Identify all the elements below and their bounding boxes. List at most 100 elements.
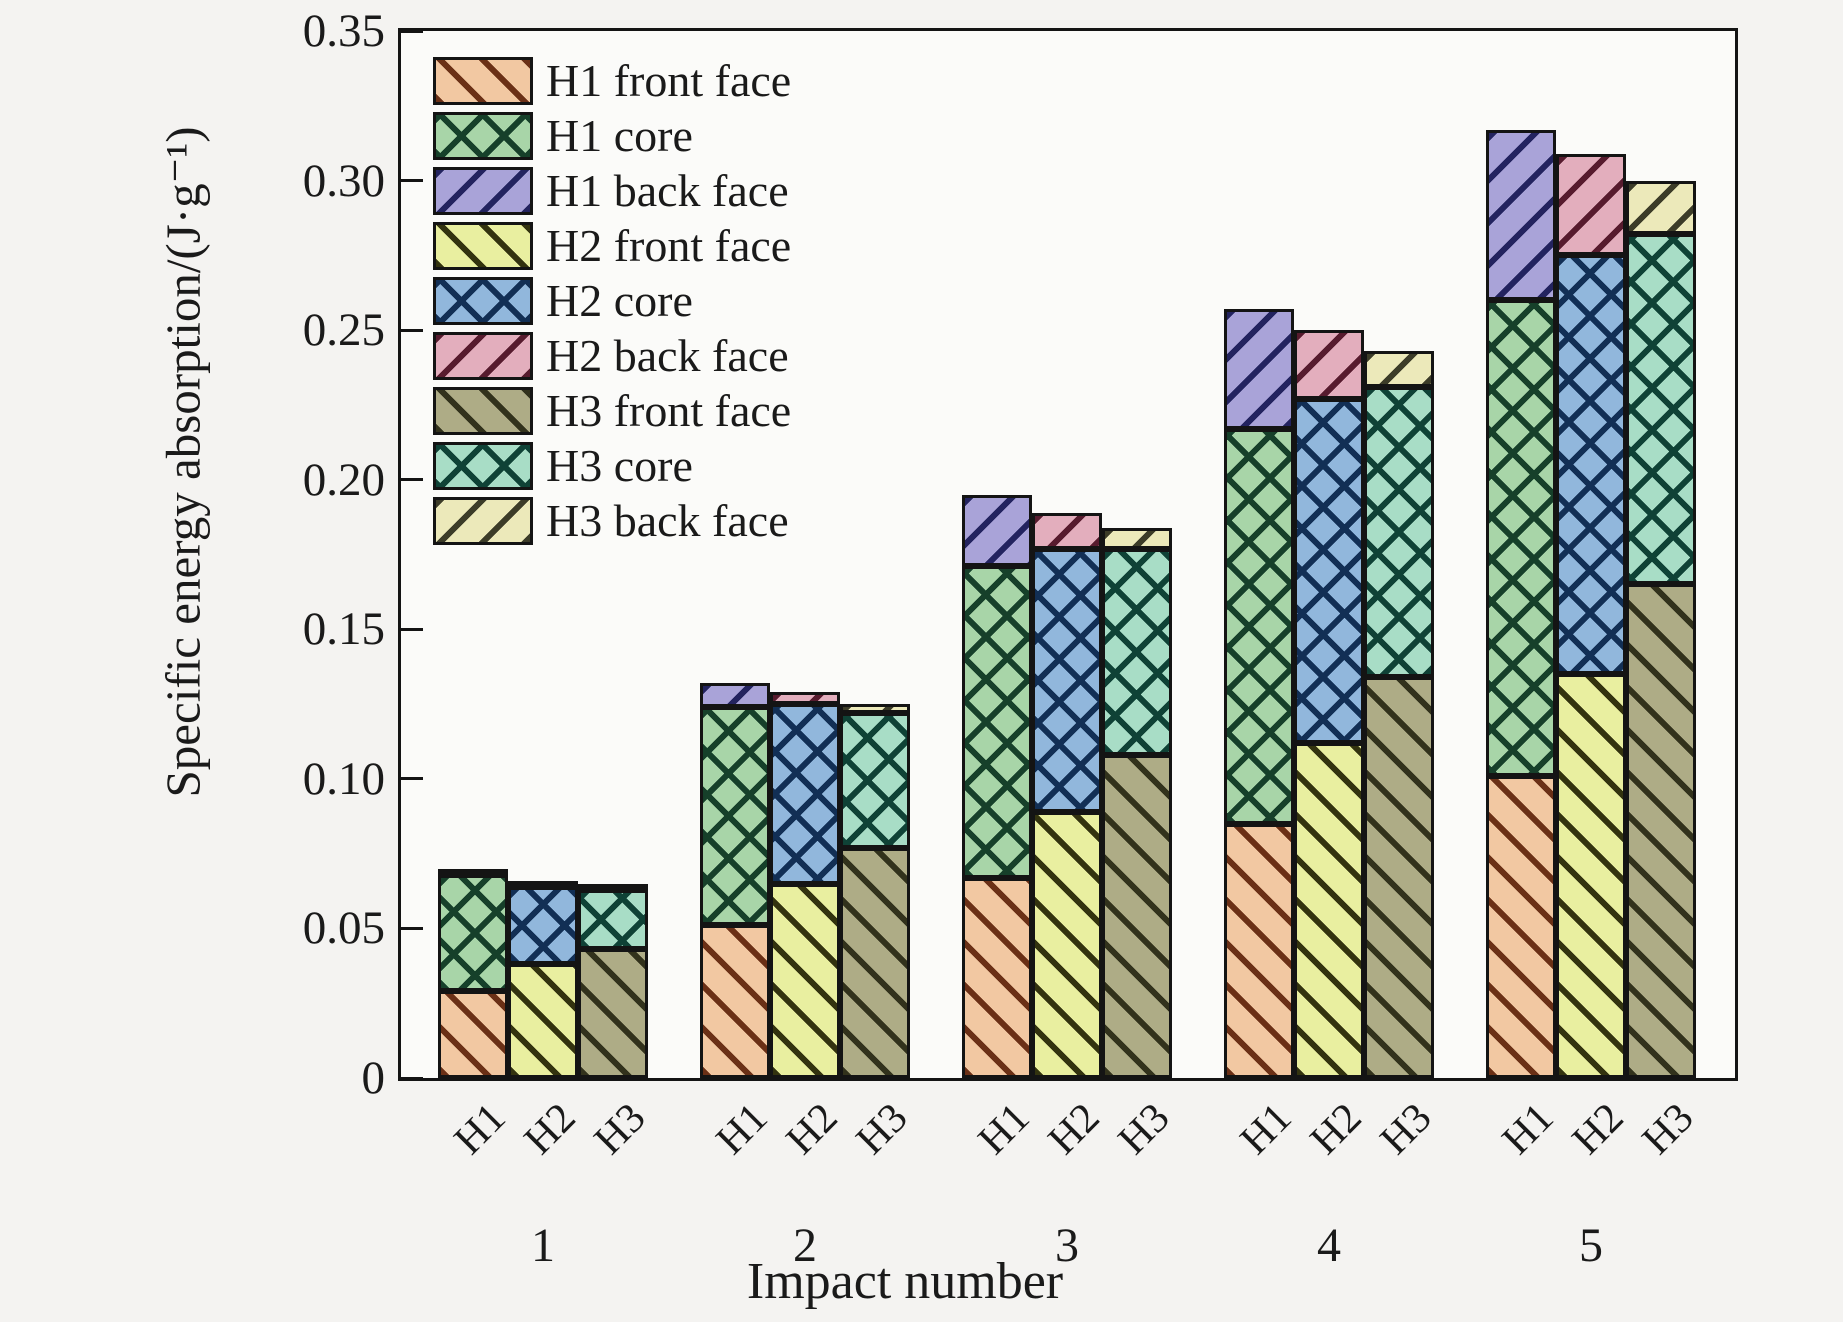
legend-swatch-h3-core: [433, 442, 533, 490]
y-tick-label: 0: [361, 1052, 386, 1104]
plot-area: [398, 28, 1738, 1081]
bar-segment-h3-core-impact-5: [1626, 234, 1696, 585]
bar-segment-h1-front-impact-4: [1224, 823, 1294, 1078]
y-tick-mark: [401, 328, 423, 332]
bar-segment-h2-front-impact-3: [1032, 811, 1102, 1078]
legend: H1 front face H1 core H1 back face H2 front…: [433, 57, 791, 552]
bar-segment-h2-back-impact-2: [770, 692, 840, 705]
legend-label: H3 core: [546, 440, 693, 491]
x-bar-label-h3-impact-5: H3: [1633, 1094, 1703, 1164]
y-tick-label: 0.20: [302, 453, 385, 506]
legend-swatch-h3-front: [433, 387, 533, 435]
y-tick-label: 0.05: [302, 902, 385, 955]
bar-segment-h1-front-impact-5: [1486, 775, 1556, 1078]
y-tick-mark: [401, 478, 423, 482]
bar-segment-h2-front-impact-1: [508, 964, 578, 1078]
bar-segment-h1-front-impact-2: [700, 925, 770, 1078]
bar-segment-h2-back-impact-3: [1032, 512, 1102, 549]
bar-segment-h3-front-impact-3: [1102, 754, 1172, 1078]
x-bar-label-h1-impact-4: H1: [1231, 1094, 1301, 1164]
y-tick-mark: [401, 1076, 423, 1080]
x-tick-label-impact-5: 5: [1579, 1219, 1603, 1272]
bar-segment-h2-core-impact-2: [770, 704, 840, 884]
legend-label: H2 front face: [546, 220, 792, 271]
bar-segment-h3-core-impact-3: [1102, 548, 1172, 755]
bar-segment-h3-front-impact-4: [1364, 677, 1434, 1078]
legend-row-h2-front: H2 front face: [433, 222, 791, 270]
bar-segment-h2-front-impact-4: [1294, 742, 1364, 1078]
x-bar-label-h2-impact-4: H2: [1301, 1094, 1371, 1164]
bar-segment-h2-back-impact-1: [508, 880, 578, 887]
legend-swatch-h2-core: [433, 277, 533, 325]
bar-segment-h2-core-impact-5: [1556, 255, 1626, 675]
legend-swatch-h1-front: [433, 57, 533, 105]
y-tick-mark: [401, 29, 423, 33]
x-bar-label-h2-impact-1: H2: [515, 1094, 585, 1164]
legend-row-h2-back: H2 back face: [433, 332, 791, 380]
bar-segment-h1-back-impact-3: [962, 494, 1032, 567]
legend-row-h1-back: H1 back face: [433, 167, 791, 215]
bar-segment-h2-front-impact-5: [1556, 674, 1626, 1078]
x-tick-label-impact-4: 4: [1317, 1219, 1341, 1272]
bar-segment-h1-back-impact-1: [438, 868, 508, 875]
bar-segment-h3-front-impact-2: [840, 847, 910, 1078]
bar-segment-h3-back-impact-1: [578, 883, 648, 890]
bar-segment-h3-front-impact-5: [1626, 584, 1696, 1078]
legend-row-h1-front: H1 front face: [433, 57, 791, 105]
legend-row-h2-core: H2 core: [433, 277, 791, 325]
x-tick-label-impact-2: 2: [793, 1219, 817, 1272]
x-bar-label-h1-impact-5: H1: [1493, 1094, 1563, 1164]
legend-row-h3-front: H3 front face: [433, 387, 791, 435]
legend-swatch-h1-core: [433, 112, 533, 160]
bar-segment-h2-core-impact-1: [508, 886, 578, 965]
legend-label: H1 core: [546, 110, 693, 161]
legend-row-h3-back: H3 back face: [433, 497, 791, 545]
bar-segment-h3-back-impact-4: [1364, 351, 1434, 387]
bar-segment-h1-back-impact-4: [1224, 309, 1294, 429]
bar-segment-h1-back-impact-5: [1486, 129, 1556, 301]
x-bar-label-h2-impact-3: H2: [1039, 1094, 1109, 1164]
bar-segment-h3-back-impact-2: [840, 704, 910, 714]
bar-segment-h2-core-impact-4: [1294, 398, 1364, 743]
legend-swatch-h1-back: [433, 167, 533, 215]
bar-segment-h3-back-impact-5: [1626, 180, 1696, 235]
bar-segment-h2-back-impact-4: [1294, 330, 1364, 399]
bar-segment-h1-front-impact-1: [438, 991, 508, 1078]
bar-segment-h3-back-impact-3: [1102, 527, 1172, 549]
x-bar-label-h3-impact-1: H3: [585, 1094, 655, 1164]
y-tick-label: 0.30: [302, 154, 385, 207]
legend-label: H2 core: [546, 275, 693, 326]
bar-segment-h2-back-impact-5: [1556, 153, 1626, 256]
legend-row-h3-core: H3 core: [433, 442, 791, 490]
legend-swatch-h3-back: [433, 497, 533, 545]
bar-segment-h2-front-impact-2: [770, 883, 840, 1078]
bar-segment-h1-core-impact-3: [962, 566, 1032, 878]
y-tick-mark: [401, 627, 423, 631]
y-tick-label: 0.35: [302, 5, 385, 57]
x-tick-label-impact-1: 1: [531, 1219, 555, 1272]
bar-segment-h1-core-impact-5: [1486, 300, 1556, 776]
bar-segment-h1-front-impact-3: [962, 877, 1032, 1078]
y-tick-mark: [401, 179, 423, 183]
bar-segment-h3-front-impact-1: [578, 949, 648, 1078]
x-axis-title: Impact number: [746, 1253, 1064, 1310]
legend-swatch-h2-front: [433, 222, 533, 270]
y-tick-mark: [401, 777, 423, 781]
bar-segment-h3-core-impact-2: [840, 713, 910, 848]
legend-label: H1 back face: [546, 165, 789, 216]
x-bar-label-h2-impact-2: H2: [777, 1094, 847, 1164]
legend-label: H3 back face: [546, 495, 789, 546]
legend-row-h1-core: H1 core: [433, 112, 791, 160]
x-bar-label-h3-impact-4: H3: [1371, 1094, 1441, 1164]
bar-segment-h1-core-impact-2: [700, 707, 770, 926]
bar-segment-h1-back-impact-2: [700, 683, 770, 708]
legend-label: H3 front face: [546, 385, 792, 436]
x-bar-label-h3-impact-3: H3: [1109, 1094, 1179, 1164]
legend-label: H1 front face: [546, 55, 792, 106]
bar-segment-h3-core-impact-4: [1364, 387, 1434, 678]
bar-segment-h1-core-impact-1: [438, 874, 508, 992]
x-bar-label-h2-impact-5: H2: [1563, 1094, 1633, 1164]
x-bar-label-h1-impact-2: H1: [707, 1094, 777, 1164]
y-tick-label: 0.25: [302, 304, 385, 357]
